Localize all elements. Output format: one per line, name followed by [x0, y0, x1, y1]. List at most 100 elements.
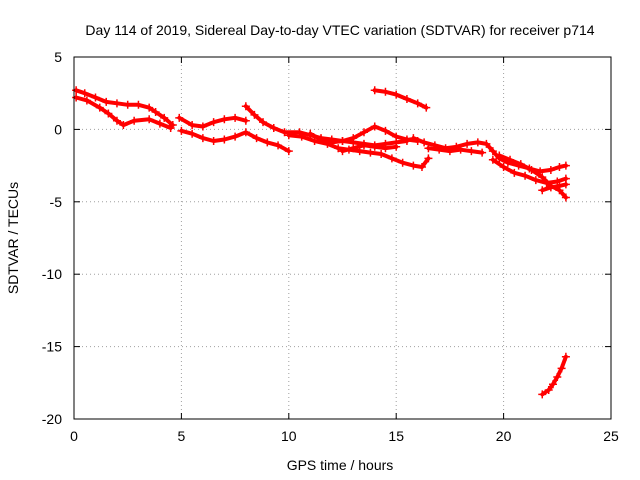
data-point: [263, 138, 272, 147]
data-point: [521, 171, 530, 180]
x-tick-label: 5: [178, 428, 186, 444]
plot-frame: [73, 56, 612, 420]
data-point: [338, 136, 347, 145]
data-point: [209, 118, 218, 127]
y-tick-label: -15: [42, 339, 62, 355]
series-line: [243, 104, 409, 148]
data-point: [349, 144, 358, 153]
series-track-10: [409, 134, 570, 176]
data-point: [104, 109, 113, 118]
data-point: [310, 136, 319, 145]
data-point: [422, 103, 431, 112]
y-axis-label: SDTVAR / TECUs: [5, 182, 21, 294]
data-point: [151, 108, 160, 117]
data-point: [250, 110, 259, 119]
data-point: [409, 161, 418, 170]
data-point: [413, 99, 422, 108]
series-track-8: [338, 141, 401, 156]
data-point: [209, 136, 218, 145]
data-point: [531, 176, 540, 185]
data-point: [231, 113, 240, 122]
data-point: [370, 122, 379, 131]
data-point: [409, 134, 418, 143]
series-layer: [72, 86, 570, 399]
data-point: [72, 86, 81, 95]
data-point: [553, 373, 562, 382]
data-point: [280, 128, 289, 137]
data-point: [538, 173, 547, 182]
x-axis: 0 5 10 15 20 25: [70, 57, 619, 444]
data-point: [381, 87, 390, 96]
chart-title: Day 114 of 2019, Sidereal Day-to-day VTE…: [85, 22, 594, 38]
data-point: [456, 145, 465, 154]
data-point: [252, 134, 261, 143]
y-tick-label: -20: [42, 411, 62, 427]
series-track-6: [284, 131, 433, 172]
data-point: [488, 155, 497, 164]
data-point: [349, 134, 358, 143]
data-point: [220, 135, 229, 144]
data-point: [359, 141, 368, 150]
series-track-9: [370, 86, 431, 112]
x-tick-label: 0: [70, 428, 78, 444]
y-tick-label: 5: [54, 49, 62, 65]
data-point: [112, 116, 121, 125]
data-point: [198, 122, 207, 131]
data-point: [482, 139, 491, 148]
data-point: [334, 144, 343, 153]
data-point: [306, 129, 315, 138]
series-track-7: [306, 122, 422, 147]
data-point: [392, 142, 401, 151]
data-point: [166, 123, 175, 132]
series-line: [540, 354, 568, 397]
data-point: [467, 147, 476, 156]
data-point: [387, 154, 396, 163]
series-track-11: [424, 144, 487, 157]
data-point: [546, 165, 555, 174]
data-point: [366, 148, 375, 157]
data-point: [381, 144, 390, 153]
data-point: [473, 138, 482, 147]
data-point: [561, 161, 570, 170]
y-tick-label: -10: [42, 266, 62, 282]
x-axis-label: GPS time / hours: [287, 457, 394, 473]
data-point: [274, 141, 283, 150]
data-point: [231, 132, 240, 141]
data-point: [130, 116, 139, 125]
data-point: [102, 97, 111, 106]
data-point: [297, 132, 306, 141]
data-point: [402, 94, 411, 103]
data-point: [538, 390, 547, 399]
data-point: [506, 155, 515, 164]
series-track-3: [175, 113, 250, 131]
data-point: [359, 128, 368, 137]
data-point: [259, 118, 268, 127]
data-point: [463, 139, 472, 148]
data-point: [284, 147, 293, 156]
data-point: [544, 386, 553, 395]
series-line: [74, 95, 173, 130]
y-tick-label: -5: [50, 194, 63, 210]
series-track-4: [177, 126, 293, 156]
data-point: [134, 100, 143, 109]
y-tick-label: 0: [54, 121, 62, 137]
y-axis: 5 0 -5 -10 -15 -20: [42, 49, 611, 427]
data-point: [119, 121, 128, 130]
series-track-14: [538, 180, 570, 195]
series-track-2: [72, 93, 175, 132]
data-point: [155, 119, 164, 128]
data-point: [80, 89, 89, 98]
data-point: [188, 121, 197, 130]
data-point: [402, 135, 411, 144]
data-point: [555, 163, 564, 172]
data-point: [420, 138, 429, 147]
data-point: [561, 193, 570, 202]
series-line: [74, 88, 175, 128]
data-point: [381, 126, 390, 135]
x-tick-label: 10: [281, 428, 297, 444]
data-point: [555, 181, 564, 190]
data-point: [317, 135, 326, 144]
data-point: [145, 115, 154, 124]
data-point: [338, 147, 347, 156]
